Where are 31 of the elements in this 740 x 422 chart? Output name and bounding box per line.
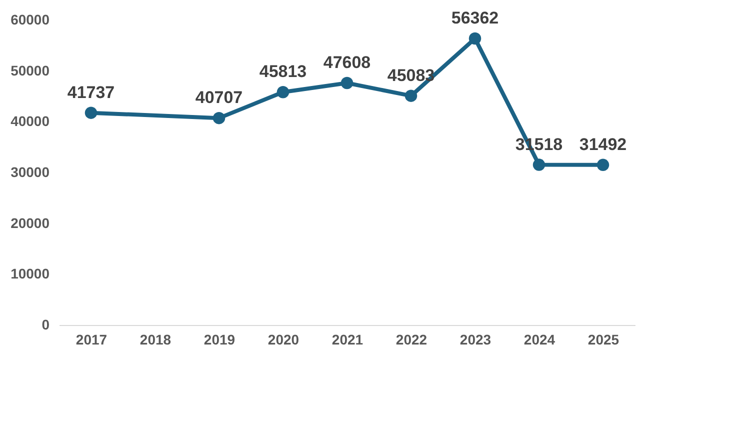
- point: [532, 158, 546, 171]
- y-tick-label: 10000: [10, 266, 50, 282]
- data-label: 45813: [259, 62, 307, 82]
- x-tick-label: 2017: [76, 332, 108, 348]
- data-label: 40707: [195, 88, 243, 108]
- point: [596, 158, 610, 172]
- point: [404, 90, 418, 102]
- x-tick-label: 2022: [396, 332, 428, 348]
- point: [468, 32, 482, 45]
- point: [340, 76, 354, 90]
- y-tick-label: 30000: [10, 164, 50, 180]
- y-tick-label: 60000: [10, 12, 50, 28]
- point: [84, 106, 98, 119]
- x-tick-label: 2023: [460, 332, 492, 348]
- y-tick-label: 50000: [10, 62, 50, 78]
- data-label: 31492: [579, 134, 627, 154]
- x-tick-label: 2018: [140, 332, 172, 348]
- data-label: 47608: [323, 52, 371, 72]
- x-tick-label: 2019: [204, 332, 236, 348]
- y-tick-label: 40000: [10, 113, 50, 130]
- data-label: 56362: [451, 8, 499, 28]
- data-label: 45083: [387, 66, 435, 85]
- x-tick-label: 2025: [588, 332, 620, 348]
- point: [276, 86, 290, 98]
- x-tick-label: 2020: [268, 332, 300, 348]
- y-tick-label: 0: [42, 316, 50, 332]
- x-tick-label: 2024: [524, 332, 556, 348]
- x-tick-label: 2021: [332, 332, 364, 348]
- point: [212, 112, 226, 124]
- y-tick-label: 20000: [10, 214, 50, 231]
- data-label: 41737: [67, 82, 115, 102]
